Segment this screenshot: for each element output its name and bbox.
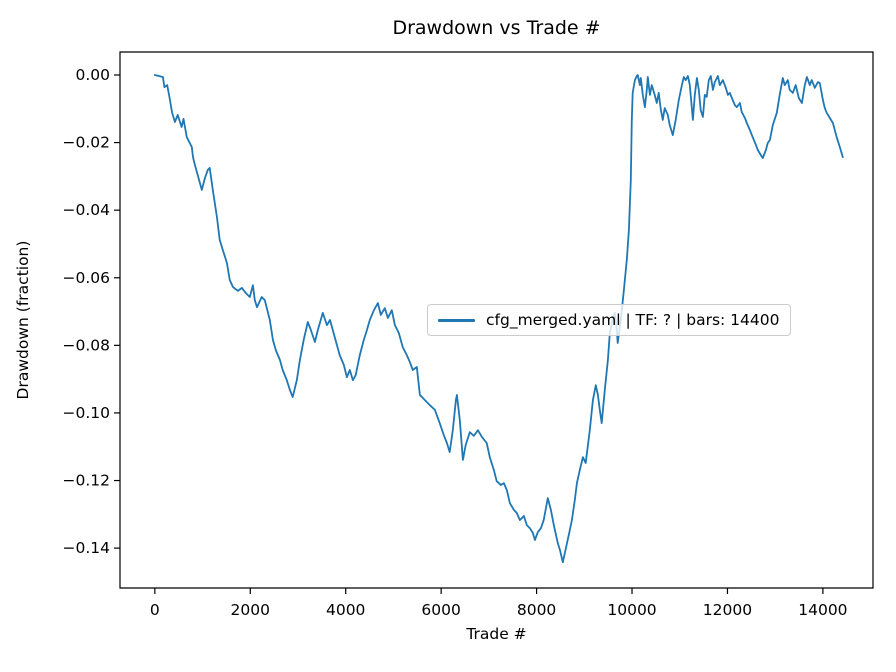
x-tick-label: 0 — [150, 601, 160, 619]
drawdown-line — [153, 74, 844, 564]
x-tick-label: 2000 — [231, 601, 270, 619]
legend-line-swatch — [438, 318, 475, 322]
x-tick-label: 12000 — [703, 601, 752, 619]
x-tick-label: 14000 — [798, 601, 847, 619]
y-tick-label: 0.00 — [75, 66, 110, 84]
y-tick-label: −0.14 — [63, 539, 111, 557]
x-tick-label: 4000 — [326, 601, 365, 619]
y-axis-label: Drawdown (fraction) — [14, 240, 32, 400]
y-tick-label: −0.02 — [63, 134, 111, 152]
y-tick-label: −0.10 — [63, 404, 111, 422]
y-tick-label: −0.04 — [63, 201, 111, 219]
x-tick-label: 6000 — [421, 601, 460, 619]
y-tick-label: −0.12 — [63, 472, 111, 490]
legend-label: cfg_merged.yaml | TF: ? | bars: 14400 — [486, 311, 780, 329]
y-tick-label: −0.08 — [63, 336, 111, 354]
x-axis-label: Trade # — [466, 625, 527, 643]
y-tick-label: −0.06 — [63, 269, 111, 287]
x-tick-label: 8000 — [517, 601, 556, 619]
axes-spines — [119, 51, 874, 589]
legend: cfg_merged.yaml | TF: ? | bars: 14400 — [427, 304, 792, 336]
chart-title: Drawdown vs Trade # — [392, 17, 601, 39]
x-tick-label: 10000 — [607, 601, 656, 619]
